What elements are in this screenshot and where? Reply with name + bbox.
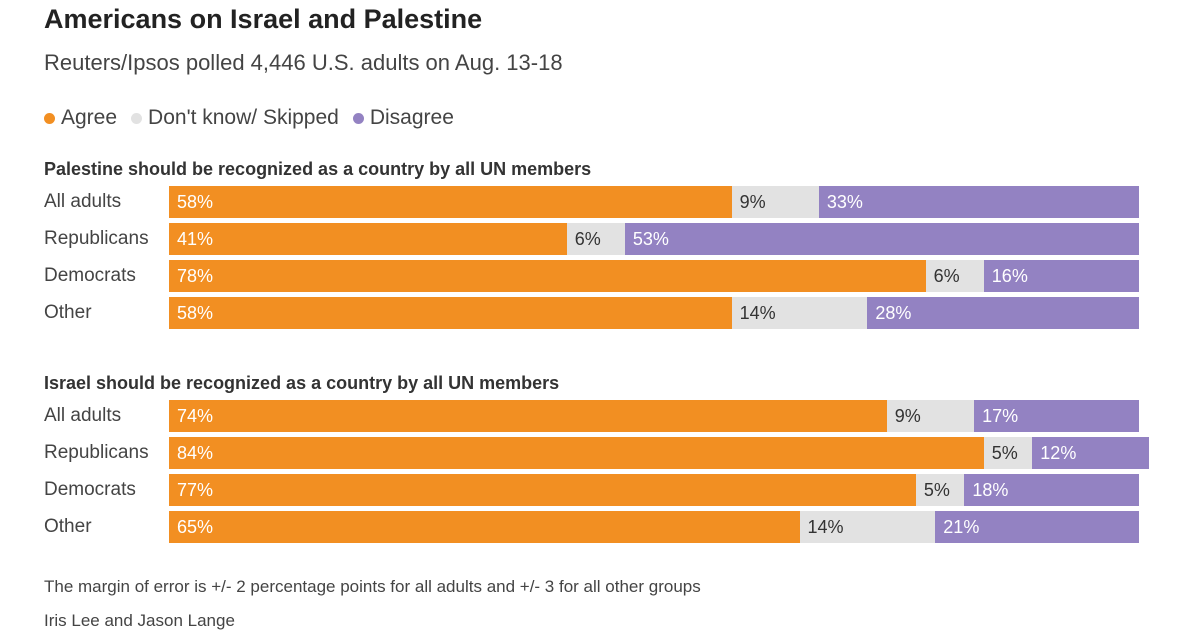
bar-agree: 77% — [169, 474, 916, 506]
bar-agree: 78% — [169, 260, 926, 292]
legend-swatch-disagree — [352, 112, 364, 124]
legend-item-dont-know: Don't know/ Skipped — [131, 106, 339, 130]
legend: Agree Don't know/ Skipped Disagree — [44, 106, 468, 130]
bar-dont-know: 5% — [915, 474, 965, 506]
category-label: Republicans — [44, 442, 149, 463]
bar-dont-know: 9% — [731, 186, 819, 218]
bar-dont-know: 14% — [731, 297, 868, 329]
bar-rows: All adults 58% 9% 33% Republicans 41% 6% 53% Dem… — [44, 186, 1144, 334]
stacked-bar: 65% 14% 21% — [169, 511, 1139, 543]
stacked-bar: 78% 6% 16% — [169, 260, 1139, 292]
stacked-bar: 58% 9% 33% — [169, 186, 1139, 218]
bar-dont-know: 6% — [925, 260, 984, 292]
bar-row: Republicans 84% 5% 12% — [44, 437, 1149, 474]
panel-title: Palestine should be recognized as a coun… — [44, 159, 592, 179]
category-label: All adults — [44, 191, 122, 212]
legend-label-disagree: Disagree — [369, 106, 454, 129]
stacked-bar: 41% 6% 53% — [169, 223, 1139, 255]
bar-row: Other 65% 14% 21% — [44, 511, 1144, 548]
bar-row: All adults 58% 9% 33% — [44, 186, 1144, 223]
chart-subtitle: Reuters/Ipsos polled 4,446 U.S. adults o… — [44, 50, 563, 75]
bar-agree: 58% — [169, 297, 732, 329]
stacked-bar: 77% 5% 18% — [169, 474, 1139, 506]
stacked-bar: 58% 14% 28% — [169, 297, 1139, 329]
bar-row: Democrats 77% 5% 18% — [44, 474, 1144, 511]
legend-swatch-dont-know — [131, 112, 143, 124]
category-label: All adults — [44, 405, 122, 426]
bar-disagree: 28% — [867, 297, 1139, 329]
legend-label-agree: Agree — [61, 106, 118, 129]
bar-dont-know: 5% — [983, 437, 1033, 469]
bar-agree: 65% — [169, 511, 800, 543]
category-label: Republicans — [44, 228, 149, 249]
legend-item-agree: Agree — [44, 106, 117, 130]
category-label: Democrats — [44, 479, 136, 500]
legend-swatch-agree — [44, 112, 55, 124]
footnote: The margin of error is +/- 2 percentage … — [44, 577, 701, 596]
bar-disagree: 18% — [964, 474, 1139, 506]
bar-dont-know: 6% — [566, 223, 625, 255]
bar-disagree: 12% — [1032, 437, 1149, 469]
bar-agree: 58% — [169, 186, 732, 218]
bar-dont-know: 9% — [886, 400, 975, 432]
bar-agree: 41% — [169, 223, 567, 255]
bar-disagree: 17% — [974, 400, 1139, 432]
stacked-bar: 74% 9% 17% — [169, 400, 1139, 432]
category-label: Democrats — [44, 265, 136, 286]
legend-label-dont-know: Don't know/ Skipped — [148, 106, 339, 129]
bar-row: Republicans 41% 6% 53% — [44, 223, 1144, 260]
bar-disagree: 16% — [983, 260, 1139, 292]
category-label: Other — [44, 302, 92, 323]
bar-row: Democrats 78% 6% 16% — [44, 260, 1144, 297]
stacked-bar: 84% 5% 12% — [169, 437, 1149, 469]
bar-rows: All adults 74% 9% 17% Republicans 84% 5% 12% Dem… — [44, 400, 1149, 548]
category-label: Other — [44, 516, 92, 537]
legend-item-disagree: Disagree — [352, 106, 454, 130]
chart-title: Americans on Israel and Palestine — [44, 4, 483, 34]
bar-agree: 74% — [169, 400, 887, 432]
chart-panel-palestine: Palestine should be recognized as a coun… — [44, 158, 1144, 334]
bar-disagree: 21% — [935, 511, 1139, 543]
bar-disagree: 33% — [818, 186, 1139, 218]
panel-title: Israel should be recognized as a country… — [44, 373, 560, 393]
bar-agree: 84% — [169, 437, 984, 469]
bar-row: All adults 74% 9% 17% — [44, 400, 1144, 437]
bar-row: Other 58% 14% 28% — [44, 297, 1144, 334]
credit: Iris Lee and Jason Lange — [44, 611, 235, 630]
bar-dont-know: 14% — [799, 511, 936, 543]
bar-disagree: 53% — [624, 223, 1139, 255]
chart-panel-israel: Israel should be recognized as a country… — [44, 372, 1149, 548]
